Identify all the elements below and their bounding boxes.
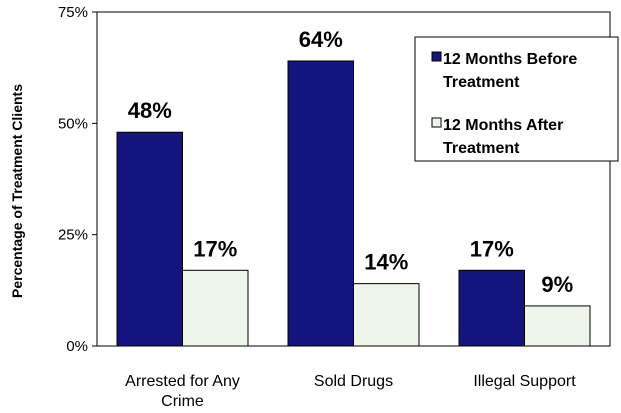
data-label: 9% bbox=[541, 272, 573, 297]
legend-label-before-line2: Treatment bbox=[443, 74, 520, 91]
bar-before-2 bbox=[458, 269, 525, 347]
data-label: 17% bbox=[470, 236, 514, 261]
y-axis: 0% 25% 50% 75% bbox=[58, 4, 97, 355]
bars: 48% 64% 17% 17% 14% 9% bbox=[116, 27, 591, 347]
legend-box bbox=[414, 36, 619, 162]
bar-after-0 bbox=[182, 269, 249, 347]
y-tick-label: 25% bbox=[58, 227, 88, 244]
bar-before-0 bbox=[116, 131, 183, 347]
x-tick-label: Illegal Support bbox=[473, 373, 576, 390]
data-label: 48% bbox=[128, 98, 172, 123]
y-tick-label: 0% bbox=[66, 338, 88, 355]
legend-swatch-after bbox=[431, 117, 442, 128]
legend-label-after-line1: 12 Months After bbox=[443, 117, 563, 134]
data-label: 17% bbox=[193, 236, 237, 261]
y-tick-label: 75% bbox=[58, 4, 88, 21]
y-axis-label: Percentage of Treatment Clients bbox=[9, 84, 25, 298]
x-tick-label: Arrested for Any Crime bbox=[125, 373, 240, 410]
data-label: 14% bbox=[364, 250, 408, 275]
bar-after-1 bbox=[353, 283, 420, 347]
legend: 12 Months Before Treatment 12 Months Aft… bbox=[414, 36, 619, 162]
x-axis-labels: Arrested for Any Crime Sold Drugs Illegal S… bbox=[125, 373, 576, 410]
legend-label-after-line2: Treatment bbox=[443, 140, 520, 157]
bar-before-1 bbox=[287, 60, 354, 347]
legend-swatch-before bbox=[431, 51, 442, 62]
bar-after-2 bbox=[524, 305, 591, 347]
legend-label-before-line1: 12 Months Before bbox=[443, 51, 577, 68]
data-label: 64% bbox=[299, 27, 343, 52]
y-tick-label: 50% bbox=[58, 115, 88, 132]
x-tick-label: Sold Drugs bbox=[314, 373, 393, 390]
